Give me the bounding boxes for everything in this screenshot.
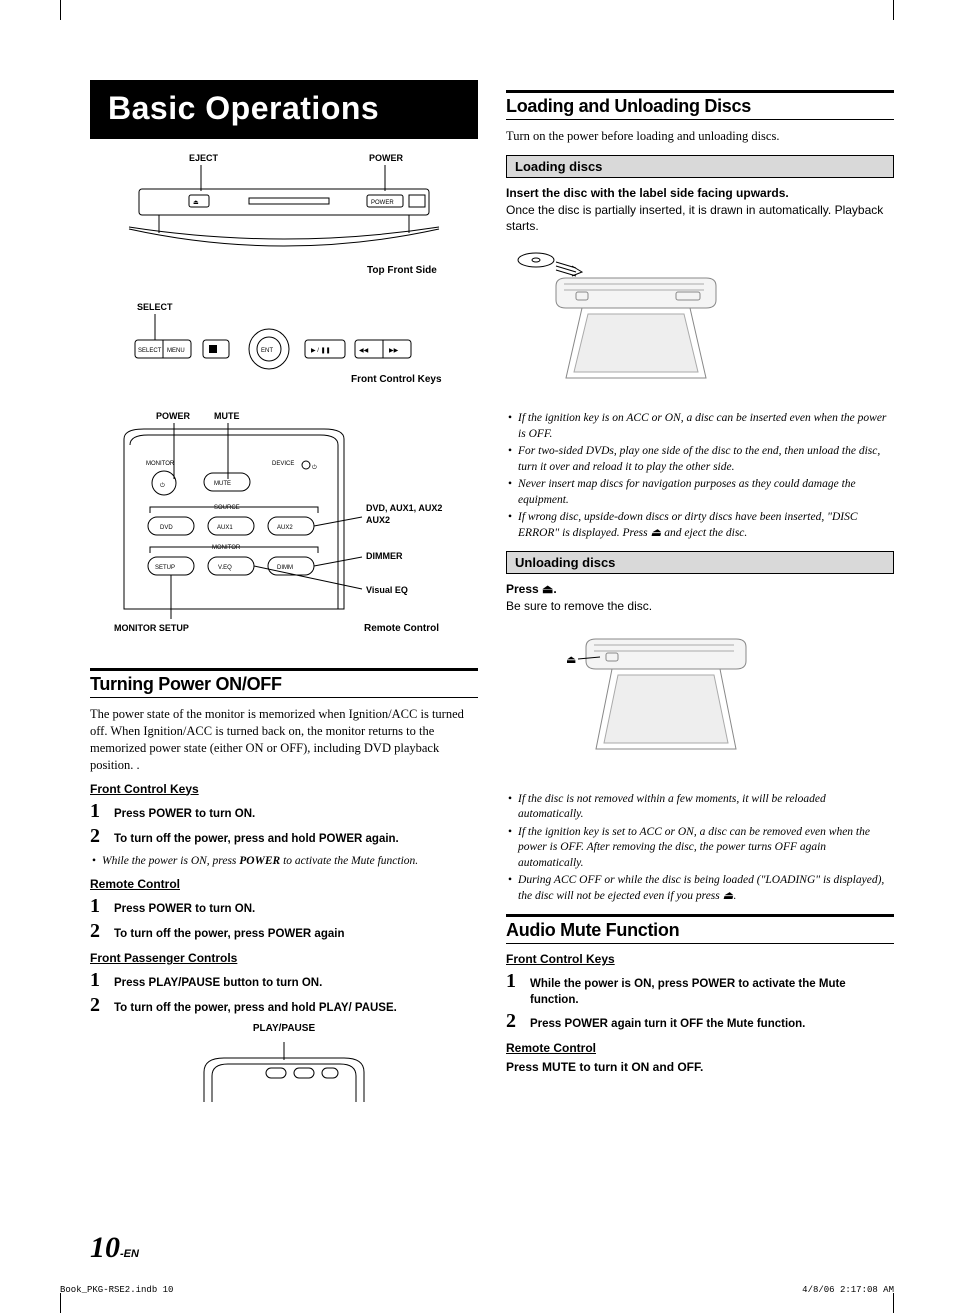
subhead-fpc: Front Passenger Controls — [90, 951, 478, 965]
svg-text:Front Control Keys: Front Control Keys — [351, 374, 442, 385]
section-audio-mute: Audio Mute Function — [506, 914, 894, 944]
page-footer: 10-EN — [90, 1231, 139, 1265]
loading-intro: Turn on the power before loading and unl… — [506, 128, 894, 145]
subhead-fck: Front Control Keys — [90, 782, 478, 796]
box-loading: Loading discs — [506, 155, 894, 178]
amf-rc-title: Remote Control — [506, 1041, 894, 1055]
svg-text:DIMM: DIMM — [277, 565, 293, 571]
diagram-top-front: EJECT POWER ⏏ POWER Top Front Side — [90, 151, 478, 286]
svg-text:Visual EQ: Visual EQ — [366, 585, 408, 595]
left-column: Basic Operations EJECT POWER ⏏ POWER — [90, 80, 478, 1121]
subhead-rc: Remote Control — [90, 877, 478, 891]
svg-text:SELECT: SELECT — [138, 348, 162, 354]
svg-text:▶ / ❚❚: ▶ / ❚❚ — [311, 347, 331, 354]
svg-text:MONITOR SETUP: MONITOR SETUP — [114, 623, 189, 633]
svg-text:DVD, AUX1, AUX2: DVD, AUX1, AUX2 — [366, 503, 442, 513]
svg-text:AUX2: AUX2 — [277, 525, 293, 531]
svg-text:EJECT: EJECT — [189, 153, 219, 163]
section-loading: Loading and Unloading Discs — [506, 90, 894, 120]
svg-text:▶▶: ▶▶ — [389, 348, 399, 354]
svg-text:MUTE: MUTE — [214, 481, 231, 487]
svg-text:DEVICE: DEVICE — [272, 461, 294, 467]
right-column: Loading and Unloading Discs Turn on the … — [506, 80, 894, 1121]
svg-text:⏏: ⏏ — [193, 200, 199, 206]
loading-notes: If the ignition key is on ACC or ON, a d… — [506, 411, 894, 541]
amf-rc-body: Press MUTE to turn it ON and OFF. — [506, 1059, 894, 1075]
svg-text:V.EQ: V.EQ — [218, 565, 232, 571]
banner-title: Basic Operations — [90, 80, 478, 139]
svg-text:Remote Control: Remote Control — [364, 623, 439, 634]
rc-steps: 1Press POWER to turn ON. 2To turn off th… — [90, 895, 478, 943]
svg-text:POWER: POWER — [156, 411, 191, 421]
svg-text:AUX2: AUX2 — [366, 515, 390, 525]
svg-text:AUX1: AUX1 — [217, 525, 233, 531]
svg-text:DIMMER: DIMMER — [366, 551, 403, 561]
diagram-front-keys: SELECT SELECT MENU ENT ▶ / ❚❚ ◀◀ ▶▶ Fron… — [90, 300, 478, 395]
playpause-label: PLAY/PAUSE — [90, 1023, 478, 1034]
svg-text:⏏: ⏏ — [566, 654, 576, 666]
svg-text:ENT: ENT — [261, 348, 273, 354]
loading-bold: Insert the disc with the label side faci… — [506, 186, 894, 200]
power-body: The power state of the monitor is memori… — [90, 706, 478, 774]
svg-text:⏻: ⏻ — [312, 464, 317, 471]
svg-text:SETUP: SETUP — [155, 565, 175, 571]
diagram-playpause — [90, 1042, 478, 1107]
svg-text:SELECT: SELECT — [137, 302, 173, 312]
svg-text:MONITOR: MONITOR — [212, 545, 241, 551]
unloading-bold: Press ⏏. — [506, 582, 894, 596]
amf-steps: 1While the power is ON, press POWER to a… — [506, 970, 894, 1033]
fck-steps: 1Press POWER to turn ON. 2To turn off th… — [90, 800, 478, 848]
unloading-body: Be sure to remove the disc. — [506, 598, 894, 614]
svg-text:SOURCE: SOURCE — [214, 505, 240, 511]
svg-text:MUTE: MUTE — [214, 411, 240, 421]
diagram-remote: POWER MUTE MONITOR DEVICE ⏻ MUTE ⏻ SOURC… — [90, 409, 478, 654]
svg-text:POWER: POWER — [369, 153, 404, 163]
fpc-steps: 1Press PLAY/PAUSE button to turn ON. 2To… — [90, 969, 478, 1017]
loading-body: Once the disc is partially inserted, it … — [506, 202, 894, 234]
svg-text:Top Front Side: Top Front Side — [367, 265, 437, 276]
diagram-unload: ⏏ — [506, 623, 894, 778]
svg-text:POWER: POWER — [371, 200, 394, 206]
amf-fck-title: Front Control Keys — [506, 952, 894, 966]
svg-text:MENU: MENU — [167, 348, 185, 354]
svg-text:MONITOR: MONITOR — [146, 461, 175, 467]
box-unloading: Unloading discs — [506, 551, 894, 574]
diagram-load — [506, 242, 894, 397]
section-turning-power: Turning Power ON/OFF — [90, 668, 478, 698]
fck-note: While the power is ON, press POWER to ac… — [90, 854, 478, 870]
svg-text:DVD: DVD — [160, 525, 173, 531]
unloading-notes: If the disc is not removed within a few … — [506, 792, 894, 905]
svg-text:◀◀: ◀◀ — [359, 348, 369, 354]
print-meta: Book_PKG-RSE2.indb 10 4/8/06 2:17:08 AM — [60, 1285, 894, 1295]
svg-text:⏻: ⏻ — [160, 482, 165, 489]
